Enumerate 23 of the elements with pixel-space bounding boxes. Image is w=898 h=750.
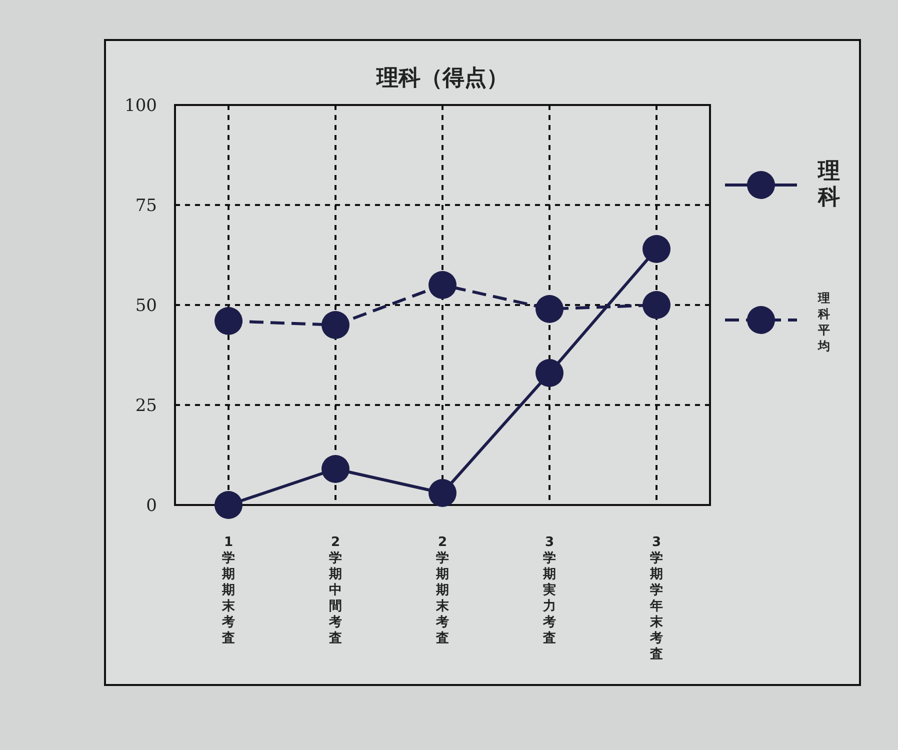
x-tick-label: 3学期学年末考査: [650, 535, 664, 663]
legend-label: 理科: [817, 159, 841, 211]
y-tick-label: 100: [124, 96, 157, 116]
y-tick-label: 75: [135, 196, 157, 216]
x-tick-label: 2学期中間考査: [328, 535, 342, 647]
point: [214, 307, 242, 335]
point: [428, 479, 456, 507]
point: [428, 271, 456, 299]
x-tick-label: 2学期期末考査: [436, 535, 450, 647]
point: [322, 311, 350, 339]
x-tick-label: 3学期実力考査: [542, 535, 556, 647]
point: [536, 359, 564, 387]
chart-title: 理科（得点）: [376, 66, 508, 91]
point: [214, 491, 242, 519]
y-tick-label: 0: [146, 496, 157, 516]
point: [322, 455, 350, 483]
point: [642, 291, 670, 319]
y-tick-label: 25: [135, 396, 157, 416]
text: 理科平均: [817, 290, 831, 354]
point: [642, 235, 670, 263]
y-tick-label: 50: [135, 296, 157, 316]
x-tick-label: 1学期期末考査: [222, 535, 236, 647]
point: [536, 295, 564, 323]
